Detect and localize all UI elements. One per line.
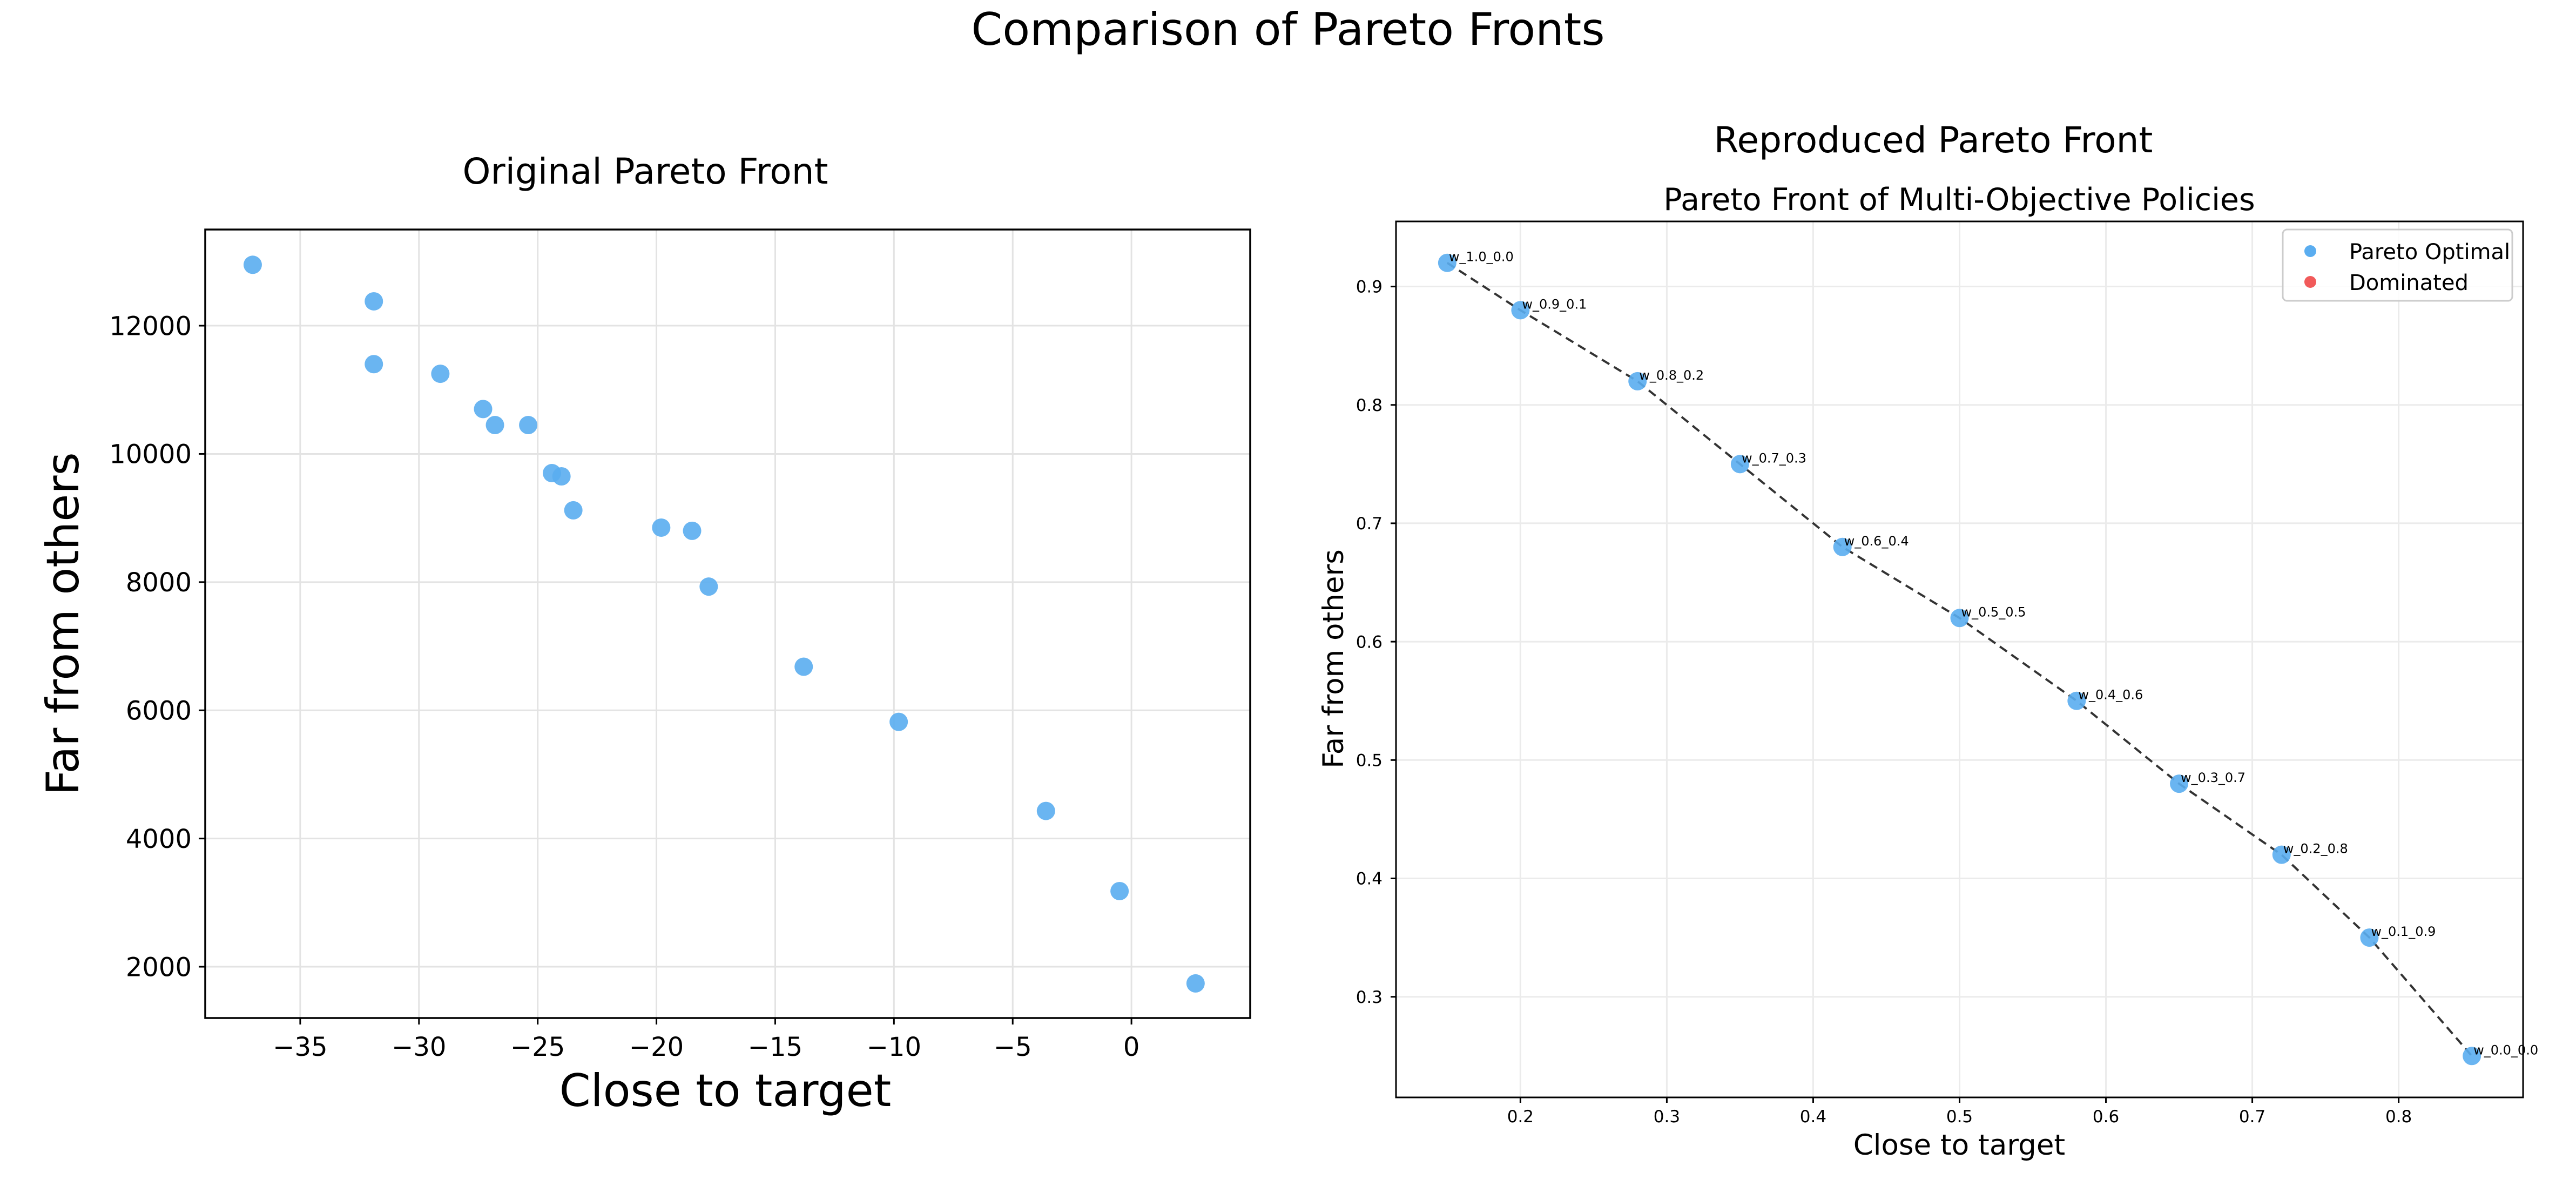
figure-suptitle: Comparison of Pareto Fronts bbox=[971, 3, 1604, 56]
data-point bbox=[1950, 609, 1969, 628]
data-point bbox=[683, 521, 702, 540]
point-label: w_0.5_0.5 bbox=[1961, 604, 2026, 619]
data-point bbox=[794, 657, 813, 676]
point-label: w_0.8_0.2 bbox=[1639, 368, 1704, 383]
data-point bbox=[2360, 928, 2379, 947]
x-tick-label: −35 bbox=[273, 1032, 327, 1062]
data-point bbox=[1511, 301, 1530, 320]
x-tick-label: −10 bbox=[867, 1032, 921, 1062]
y-tick-label: 4000 bbox=[126, 824, 192, 854]
y-tick-label: 10000 bbox=[109, 440, 192, 470]
x-tick-label: −15 bbox=[748, 1032, 803, 1062]
panel-suptitle: Reproduced Pareto Front bbox=[1714, 119, 2153, 161]
data-point bbox=[1628, 372, 1647, 390]
legend-marker-dominated bbox=[2304, 276, 2316, 288]
y-tick-label: 12000 bbox=[109, 311, 192, 341]
point-label: w_0.6_0.4 bbox=[1844, 534, 1909, 549]
x-tick-label: 0 bbox=[1123, 1032, 1140, 1062]
data-point bbox=[1110, 881, 1129, 900]
y-tick-label: 0.8 bbox=[1356, 396, 1383, 415]
x-tick-label: 0.5 bbox=[1946, 1107, 1973, 1127]
point-label: w_0.9_0.1 bbox=[1522, 296, 1587, 312]
x-tick-label: −30 bbox=[392, 1032, 446, 1062]
axis-ticks: 0.2 0.3 0.4 0.5 0.6 0.7 0.8 0.3 0.4 0.5 0.6 0.7 0.8 0… bbox=[1356, 278, 2412, 1127]
x-tick-label: 0.6 bbox=[2093, 1107, 2119, 1127]
data-point bbox=[365, 355, 383, 374]
x-axis-label: Close to target bbox=[559, 1064, 892, 1117]
x-tick-label: −25 bbox=[510, 1032, 565, 1062]
data-point bbox=[2463, 1047, 2481, 1066]
data-point bbox=[485, 416, 504, 435]
point-label: w_0.1_0.9 bbox=[2371, 924, 2436, 939]
y-tick-label: 0.9 bbox=[1356, 278, 1383, 297]
data-point bbox=[243, 255, 262, 274]
data-point bbox=[2170, 774, 2189, 793]
point-labels: w_1.0_0.0 w_0.9_0.1 w_0.8_0.2 w_0.7_0.3 w_0.… bbox=[1449, 250, 2538, 1058]
y-axis-label: Far from others bbox=[37, 452, 89, 795]
reproduced-pareto-front-chart: Reproduced Pareto Front Pareto Front of … bbox=[1317, 119, 2538, 1162]
x-axis-label: Close to target bbox=[1853, 1129, 2065, 1162]
data-point bbox=[1833, 537, 1852, 556]
x-tick-label: 0.4 bbox=[1800, 1107, 1826, 1127]
x-tick-label: −20 bbox=[629, 1032, 684, 1062]
grid-lines bbox=[1396, 221, 2523, 1097]
y-axis-label: Far from others bbox=[1317, 549, 1350, 769]
data-point bbox=[1438, 253, 1456, 272]
chart-title: Pareto Front of Multi-Objective Policies bbox=[1663, 182, 2255, 218]
y-tick-label: 0.3 bbox=[1356, 988, 1383, 1007]
legend: Pareto Optimal Dominated bbox=[2282, 228, 2513, 302]
data-point bbox=[1036, 801, 1055, 820]
data-point bbox=[1730, 455, 1749, 474]
y-tick-label: 0.7 bbox=[1356, 514, 1383, 534]
x-tick-label: 0.7 bbox=[2239, 1107, 2265, 1127]
point-label: w_0.2_0.8 bbox=[2283, 841, 2348, 857]
data-point bbox=[552, 467, 571, 486]
data-point bbox=[2067, 691, 2086, 710]
original-pareto-front-chart: Original Pareto Front Close to target Fa… bbox=[37, 151, 1251, 1117]
y-tick-label: 2000 bbox=[126, 952, 192, 982]
data-point bbox=[519, 416, 538, 435]
data-point bbox=[365, 292, 383, 311]
axis-ticks: −35 −30 −25 −20 −15 −10 −5 0 2000 4000 6000 8000 100… bbox=[109, 311, 1139, 1062]
chart-title: Original Pareto Front bbox=[463, 151, 828, 192]
data-points bbox=[243, 255, 1205, 993]
legend-marker-pareto-optimal bbox=[2304, 245, 2316, 257]
legend-label-pareto-optimal: Pareto Optimal bbox=[2349, 240, 2510, 265]
point-label: w_0.0_0.0 bbox=[2473, 1042, 2538, 1057]
data-point bbox=[431, 365, 450, 383]
data-point bbox=[699, 577, 718, 596]
y-tick-label: 6000 bbox=[126, 696, 192, 726]
legend-label-dominated: Dominated bbox=[2349, 271, 2469, 295]
data-points bbox=[1438, 253, 2481, 1066]
legend-box bbox=[2282, 228, 2513, 302]
y-tick-label: 0.5 bbox=[1356, 751, 1383, 770]
data-point bbox=[2272, 845, 2291, 864]
data-point bbox=[652, 518, 671, 537]
point-label: w_1.0_0.0 bbox=[1449, 250, 1514, 265]
grid-lines bbox=[205, 230, 1250, 1018]
plot-frame bbox=[204, 228, 1251, 1019]
data-point bbox=[889, 712, 908, 731]
y-tick-label: 0.4 bbox=[1356, 870, 1383, 889]
point-label: w_0.7_0.3 bbox=[1742, 450, 1806, 466]
x-tick-label: 0.8 bbox=[2385, 1107, 2412, 1127]
y-tick-label: 0.6 bbox=[1356, 632, 1383, 652]
x-tick-label: 0.2 bbox=[1507, 1107, 1534, 1127]
point-label: w_0.4_0.6 bbox=[2078, 688, 2143, 703]
data-point bbox=[474, 400, 493, 419]
y-tick-label: 8000 bbox=[126, 568, 192, 598]
x-tick-label: 0.3 bbox=[1654, 1107, 1680, 1127]
x-tick-label: −5 bbox=[994, 1032, 1032, 1062]
data-point bbox=[1186, 974, 1205, 993]
point-label: w_0.3_0.7 bbox=[2181, 770, 2245, 785]
data-point bbox=[564, 501, 583, 520]
